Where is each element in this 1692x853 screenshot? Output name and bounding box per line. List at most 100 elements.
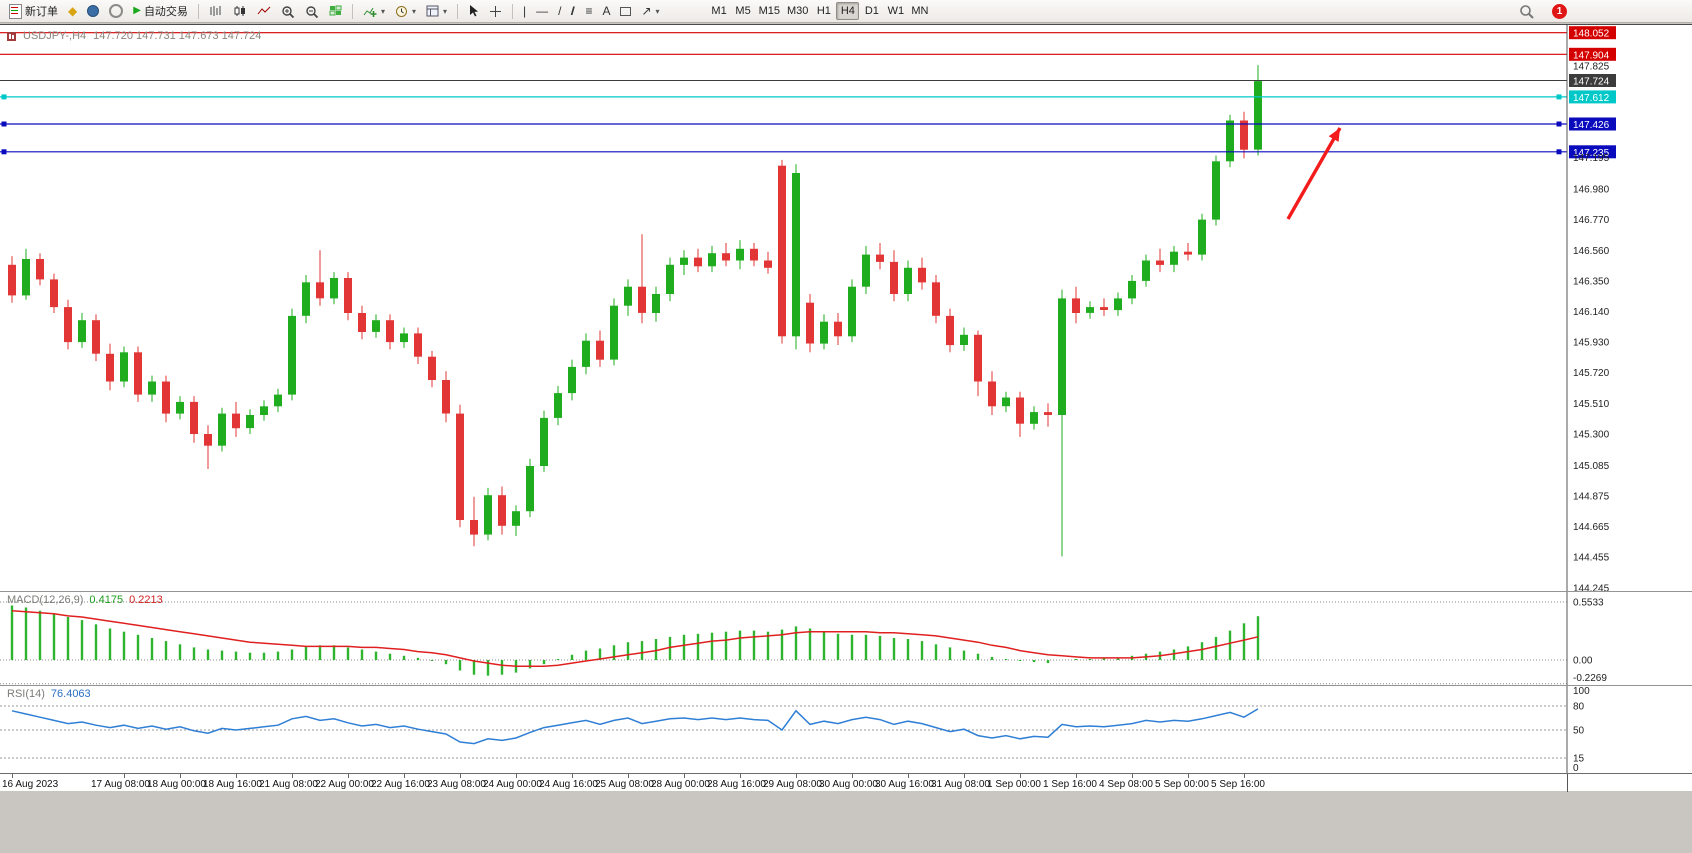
- candle-body: [22, 259, 30, 296]
- candle-body: [92, 320, 100, 354]
- periods-button[interactable]: ▾: [391, 1, 420, 21]
- timeframe-button-m5[interactable]: M5: [732, 2, 755, 20]
- chart-wizard-button[interactable]: ◆: [64, 1, 81, 21]
- time-axis-tick: [1244, 774, 1245, 778]
- main-chart-canvas[interactable]: 148.052 147.904 147.724 147.612 147.426 147.2…: [0, 25, 1692, 591]
- candle-body: [512, 511, 520, 526]
- time-axis-tick: [12, 774, 13, 778]
- fibonacci-tool-button[interactable]: ≡: [581, 1, 596, 21]
- time-axis-label: 17 Aug 08:00: [91, 779, 150, 790]
- candle-body: [918, 267, 926, 283]
- candle-body: [400, 333, 408, 343]
- time-axis[interactable]: 16 Aug 2023 17 Aug 08:00 18 Aug 00:00 18 Au…: [0, 773, 1692, 792]
- rsi-indicator-panel[interactable]: 100 80 50 15 0 RSI(14) 76.4063: [0, 685, 1692, 773]
- rsi-name: RSI(14): [7, 688, 45, 700]
- timeframe-button-m30[interactable]: M30: [784, 2, 811, 20]
- time-axis-tick: [572, 774, 573, 778]
- new-order-label: 新订单: [25, 6, 58, 18]
- line-handle[interactable]: [1, 149, 7, 155]
- time-axis-tick: [684, 774, 685, 778]
- candlestick-mode-button[interactable]: [229, 1, 251, 21]
- time-axis-tick: [404, 774, 405, 778]
- time-axis-label: 22 Aug 00:00: [315, 779, 374, 790]
- line-handle[interactable]: [1556, 149, 1562, 155]
- time-axis-label: 25 Aug 08:00: [595, 779, 654, 790]
- new-order-button[interactable]: 新订单: [5, 1, 62, 21]
- line-handle[interactable]: [1, 94, 7, 100]
- timeframe-button-m1[interactable]: M1: [708, 2, 731, 20]
- candle-body: [414, 333, 422, 357]
- line-chart-mode-button[interactable]: [253, 1, 275, 21]
- rsi-label: RSI(14) 76.4063: [7, 688, 91, 700]
- candle-body: [1170, 251, 1178, 265]
- macd-canvas[interactable]: 0.5533 0.00 -0.2269: [0, 592, 1692, 685]
- trend-arrow-head: [1328, 128, 1340, 142]
- notification-badge[interactable]: 1: [1552, 3, 1567, 19]
- candle-body: [652, 294, 660, 313]
- templates-button[interactable]: ▾: [422, 1, 451, 21]
- price-tag: [1569, 74, 1616, 87]
- tile-windows-icon: [329, 5, 342, 16]
- candle-body: [1128, 280, 1136, 299]
- label-tool-button[interactable]: [616, 1, 635, 21]
- price-tag-label: 147.612: [1573, 93, 1610, 104]
- rsi-canvas[interactable]: 100 80 50 150: [0, 686, 1692, 773]
- crosshair-tool-button[interactable]: [485, 1, 506, 21]
- trendline-tool-button[interactable]: /: [554, 1, 565, 21]
- line-handle[interactable]: [1, 121, 7, 127]
- vertical-line-tool-button[interactable]: |: [519, 1, 530, 21]
- horizontal-line-tool-button[interactable]: —: [532, 1, 552, 21]
- price-tag: [1569, 47, 1616, 61]
- zoom-in-icon: [282, 5, 295, 18]
- candle-body: [204, 434, 212, 446]
- zoom-in-button[interactable]: [277, 1, 299, 21]
- line-handle[interactable]: [1556, 121, 1562, 127]
- horizontal-line-icon: —: [536, 4, 549, 18]
- price-axis-label: 145.085: [1573, 461, 1610, 472]
- time-axis-tick: [516, 774, 517, 778]
- price-axis-label: 145.510: [1573, 399, 1610, 410]
- bar-chart-mode-button[interactable]: [205, 1, 227, 21]
- timeframe-button-m15[interactable]: M15: [756, 2, 783, 20]
- zoom-out-button[interactable]: [301, 1, 323, 21]
- candle-body: [1086, 307, 1094, 313]
- time-axis-label: 22 Aug 16:00: [371, 779, 430, 790]
- timeframe-button-d1[interactable]: D1: [860, 2, 883, 20]
- vertical-line-icon: |: [522, 4, 527, 18]
- indicators-button[interactable]: ▾: [359, 1, 389, 21]
- tile-windows-button[interactable]: [325, 1, 346, 21]
- timeframe-button-mn[interactable]: MN: [908, 2, 931, 20]
- line-handle[interactable]: [1556, 94, 1562, 100]
- candle-body: [1058, 298, 1066, 415]
- dropdown-caret: ▾: [411, 6, 416, 16]
- search-button[interactable]: [1515, 1, 1538, 21]
- arrows-tool-button[interactable]: ↗ ▾: [637, 1, 663, 21]
- channel-tool-button[interactable]: //: [567, 1, 579, 21]
- time-axis-label: 5 Sep 16:00: [1211, 779, 1265, 790]
- time-axis-label: 21 Aug 08:00: [259, 779, 318, 790]
- main-chart-panel[interactable]: 148.052 147.904 147.724 147.612 147.426 147.2…: [0, 25, 1692, 591]
- macd-indicator-panel[interactable]: 0.5533 0.00 -0.2269 MACD(12,26,9) 0.4175 0…: [0, 591, 1692, 685]
- macd-main-value: 0.4175: [89, 594, 124, 606]
- candle-body: [428, 356, 436, 380]
- fibonacci-icon: ≡: [585, 4, 593, 18]
- candle-body: [638, 286, 646, 313]
- candle-body: [1254, 81, 1262, 150]
- trend-arrow-annotation[interactable]: [1286, 127, 1342, 220]
- cursor-tool-button[interactable]: [464, 1, 483, 21]
- candle-body: [834, 321, 842, 337]
- timeframe-button-h4[interactable]: H4: [836, 2, 860, 20]
- profile-button[interactable]: [83, 1, 103, 21]
- text-tool-button[interactable]: A: [598, 1, 614, 21]
- history-center-button[interactable]: [105, 1, 127, 21]
- dropdown-caret: ▾: [380, 6, 385, 16]
- time-axis-tick: [460, 774, 461, 778]
- time-axis-tick: [180, 774, 181, 778]
- rsi-level-label: 100: [1573, 686, 1590, 697]
- timeframe-button-h1[interactable]: H1: [812, 2, 835, 20]
- auto-trading-button[interactable]: ▶ 自动交易: [129, 1, 192, 21]
- dropdown-caret: ▾: [442, 6, 447, 16]
- candle-body: [554, 393, 562, 418]
- timeframe-button-w1[interactable]: W1: [884, 2, 907, 20]
- candle-body: [344, 278, 352, 313]
